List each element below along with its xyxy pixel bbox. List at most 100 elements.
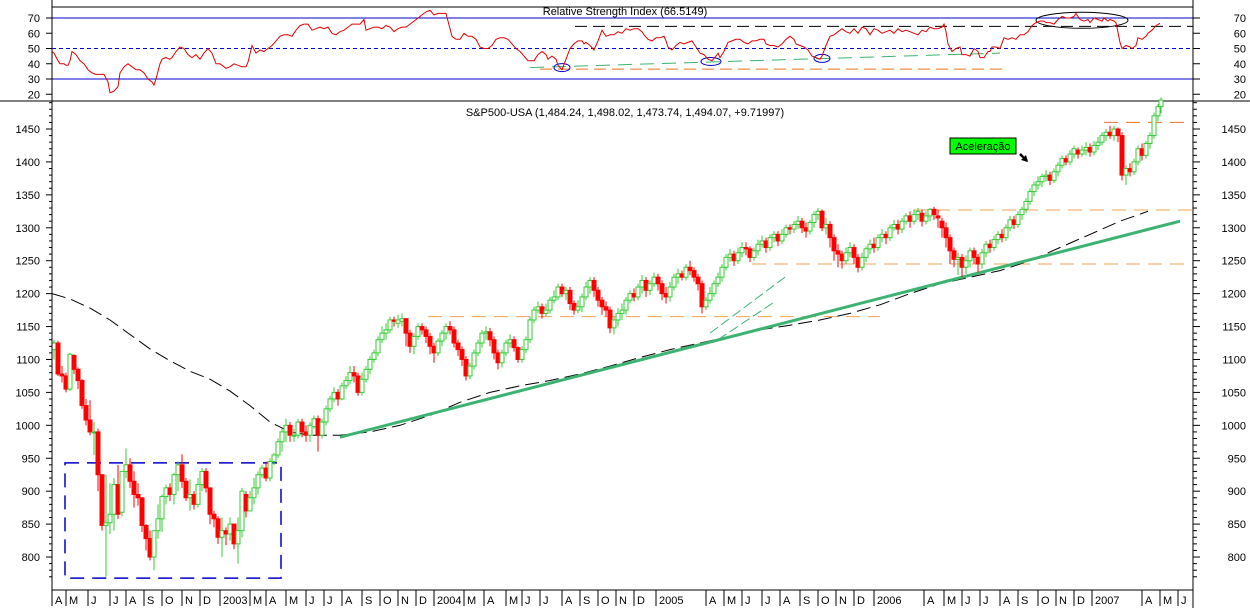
candle — [1147, 132, 1153, 149]
x-tick-label: M — [289, 595, 298, 607]
candle — [491, 336, 497, 360]
rsi-ellipse — [553, 63, 571, 73]
horizontal-levels — [428, 121, 1193, 318]
candle — [755, 239, 761, 256]
x-tick-label: D — [1077, 595, 1085, 607]
candle — [767, 234, 773, 251]
candle — [255, 471, 261, 495]
candle — [199, 468, 205, 492]
candle — [63, 372, 69, 393]
candle — [699, 280, 705, 314]
candle — [935, 209, 941, 228]
candle — [251, 478, 257, 505]
x-tick-label: J — [765, 595, 771, 607]
x-tick-label: D — [637, 595, 645, 607]
candle — [515, 346, 521, 363]
candle — [959, 254, 965, 278]
candle — [871, 237, 877, 253]
candle — [447, 321, 453, 335]
candle — [923, 211, 929, 225]
candle — [135, 483, 141, 506]
candle — [411, 333, 417, 355]
candle — [671, 273, 677, 291]
candle — [351, 366, 357, 383]
candle — [267, 458, 273, 482]
candle — [219, 517, 225, 558]
x-tick-label: N — [401, 595, 409, 607]
candle — [75, 367, 81, 390]
candle — [899, 217, 905, 234]
x-tick-label: M — [253, 595, 262, 607]
candle — [427, 333, 433, 355]
candle — [343, 375, 349, 390]
candle — [979, 248, 985, 269]
candle — [583, 281, 589, 301]
candle — [499, 349, 505, 368]
price-tick-label-right: 1350 — [1222, 190, 1246, 202]
price-tick-label-right: 1200 — [1222, 289, 1246, 301]
candle — [487, 327, 493, 347]
x-tick-label: O — [821, 595, 830, 607]
candlesticks — [51, 97, 1164, 577]
candle — [79, 379, 85, 409]
candle — [571, 300, 577, 315]
x-tick-label: A — [783, 595, 791, 607]
candle — [839, 250, 845, 269]
candle — [811, 211, 817, 228]
candle — [475, 339, 481, 357]
candle — [963, 255, 969, 274]
x-tick-label: J — [327, 595, 333, 607]
candle — [1067, 150, 1073, 166]
candle — [895, 219, 901, 235]
candle — [231, 523, 237, 550]
candle — [723, 254, 729, 271]
x-tick-label: J — [91, 595, 97, 607]
price-tick-label-left: 1200 — [16, 289, 40, 301]
candle — [423, 326, 429, 344]
candle — [315, 415, 321, 452]
candle — [903, 213, 909, 225]
price-tick-label-left: 1300 — [16, 223, 40, 235]
x-tick-label: N — [1059, 595, 1067, 607]
candle — [463, 356, 469, 381]
candle — [455, 339, 461, 357]
candle — [651, 272, 657, 288]
rsi-panel: Relative Strength Index (66.5149) 20 20 30… — [28, 6, 1246, 101]
candle — [735, 247, 741, 264]
candle — [275, 438, 281, 459]
candle — [851, 244, 857, 264]
candle — [1071, 145, 1077, 159]
candle — [779, 229, 785, 245]
candle — [511, 336, 517, 352]
x-tick-label: S — [803, 595, 810, 607]
candle — [991, 235, 997, 251]
candle — [155, 504, 161, 539]
rsi-ellipse — [813, 53, 831, 63]
candle — [367, 356, 373, 374]
candle — [495, 349, 501, 370]
candle — [835, 244, 841, 268]
candle — [827, 221, 833, 248]
candle — [799, 217, 805, 234]
channel-lines — [709, 276, 786, 341]
candle — [483, 326, 489, 340]
candle — [551, 290, 557, 304]
candle — [1158, 97, 1164, 114]
candle — [1115, 127, 1121, 143]
candle — [335, 389, 341, 406]
candle — [943, 222, 949, 248]
candle — [211, 510, 217, 528]
candle — [607, 306, 613, 334]
candle — [1055, 161, 1061, 177]
x-tick-label: A — [565, 595, 573, 607]
candle — [667, 281, 673, 302]
candle — [563, 287, 569, 301]
candle — [887, 224, 893, 241]
candle — [1015, 211, 1021, 228]
x-tick-label: D — [419, 595, 427, 607]
candle — [55, 341, 61, 376]
candle — [739, 242, 745, 258]
candle — [1107, 125, 1113, 139]
candle — [299, 418, 305, 438]
annotation-label-box — [949, 137, 1017, 155]
